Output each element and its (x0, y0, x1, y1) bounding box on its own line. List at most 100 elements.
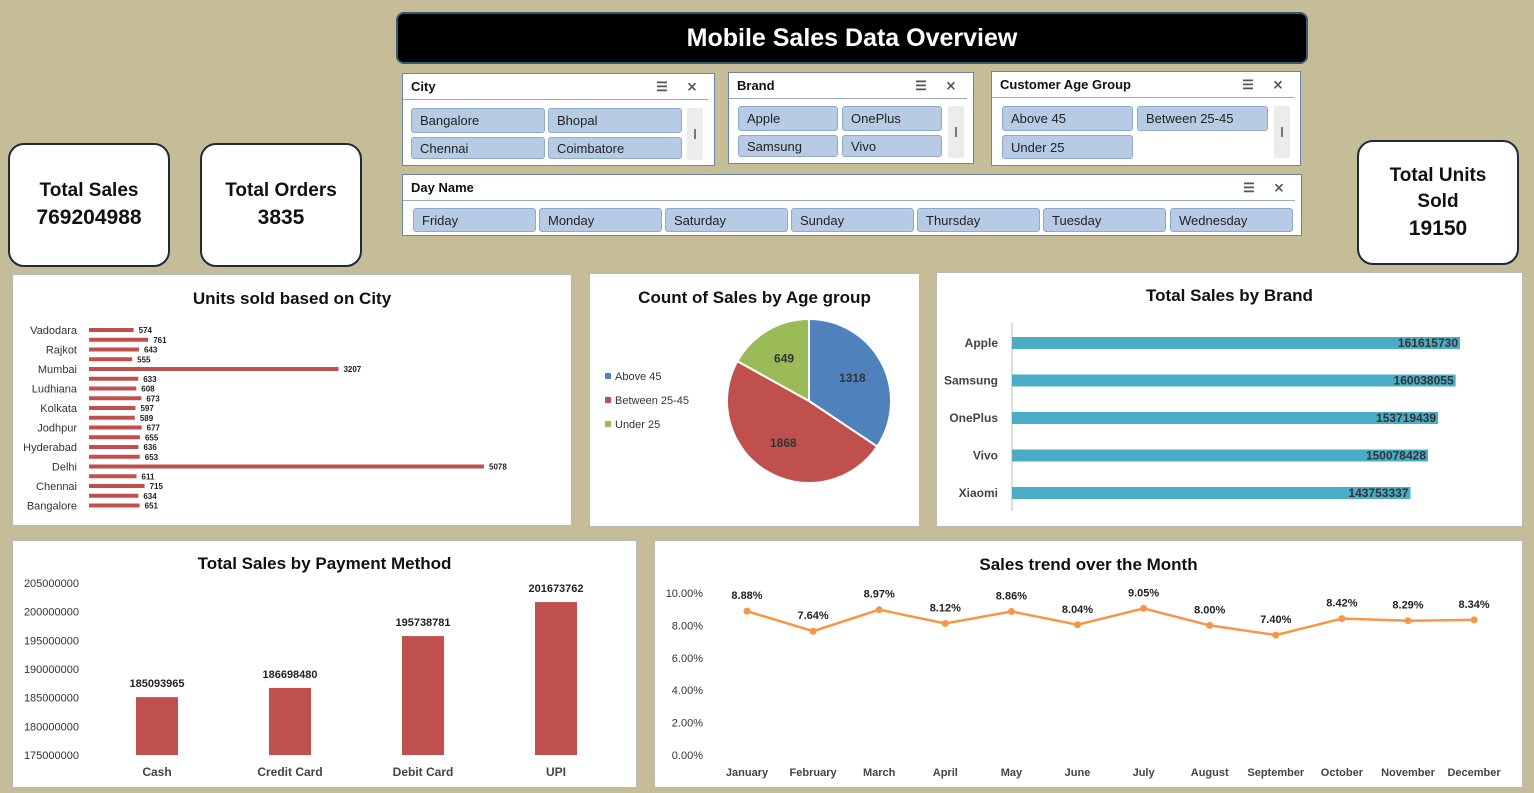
slicer-item-saturday[interactable]: Saturday (665, 208, 788, 232)
day-slicer-header: Day Name ☰ ⨯ (403, 175, 1295, 201)
city-bar (89, 484, 145, 488)
y-tick-label: 200000000 (24, 607, 79, 619)
trend-data-label: 8.12% (930, 602, 961, 614)
sales-by-brand-chart: Total Sales by Brand 161615730 Apple 16003… (936, 272, 1523, 527)
trend-data-label: 7.40% (1260, 614, 1291, 626)
brand-axis-label: Xiaomi (959, 486, 998, 500)
slicer-item-monday[interactable]: Monday (539, 208, 662, 232)
city-slicer-scrollbar[interactable] (687, 108, 703, 160)
chart-title: Total Sales by Payment Method (197, 554, 452, 573)
x-tick-label: February (790, 767, 838, 779)
clear-filter-icon[interactable]: ⨯ (1273, 179, 1285, 195)
brand-bar (1012, 449, 1429, 462)
city-slicer-header: City ☰ ⨯ (403, 74, 708, 100)
clear-filter-icon[interactable]: ⨯ (1272, 76, 1284, 92)
slicer-item-samsung[interactable]: Samsung (738, 135, 838, 157)
brand-data-label: 160038055 (1394, 374, 1454, 388)
slicer-item-under-25[interactable]: Under 25 (1002, 135, 1133, 159)
y-tick-label: 0.00% (672, 750, 703, 762)
slicer-item-tuesday[interactable]: Tuesday (1043, 208, 1166, 232)
brand-bar (1012, 337, 1460, 349)
city-slicer[interactable]: City ☰ ⨯ Bangalore Bhopal Chennai Coimba… (402, 73, 715, 166)
trend-data-label: 8.04% (1062, 604, 1093, 616)
pie-data-label: 1318 (839, 371, 866, 385)
slicer-item-between-25-45[interactable]: Between 25-45 (1137, 106, 1268, 131)
total-units-value: 19150 (1408, 216, 1468, 240)
clear-filter-icon[interactable]: ⨯ (945, 77, 957, 93)
x-tick-label: December (1447, 767, 1501, 779)
slicer-item-vivo[interactable]: Vivo (842, 135, 942, 157)
multi-select-icon[interactable]: ☰ (915, 77, 927, 93)
brand-bar-chart-svg: 161615730 Apple 160038055 Samsung 153719439 O… (944, 323, 1460, 511)
payment-bar-chart-svg: 175000000 180000000 185000000 190000000 1950… (24, 578, 584, 779)
payment-data-label: 186698480 (262, 669, 317, 681)
pie-slice (726, 359, 879, 484)
brand-data-label: 153719439 (1376, 411, 1436, 425)
city-data-label: 761 (153, 336, 167, 345)
payment-bar (269, 687, 311, 755)
x-tick-label: Debit Card (393, 765, 454, 779)
city-bar (89, 415, 135, 420)
total-sales-card: Total Sales 769204988 (8, 143, 170, 267)
x-tick-label: January (726, 767, 769, 779)
city-bar (89, 435, 140, 440)
age-group-slicer[interactable]: Customer Age Group ☰ ⨯ Above 45 Between … (991, 71, 1301, 166)
city-axis-label: Kolkata (40, 403, 78, 415)
chart-title: Sales trend over the Month (979, 555, 1198, 574)
y-tick-label: 2.00% (672, 718, 703, 730)
clear-filter-icon[interactable]: ⨯ (686, 78, 698, 94)
multi-select-icon[interactable]: ☰ (1243, 179, 1255, 195)
city-data-label: 651 (145, 502, 159, 511)
trend-point (1272, 631, 1280, 639)
slicer-item-friday[interactable]: Friday (413, 208, 536, 232)
day-name-slicer[interactable]: Day Name ☰ ⨯ Friday Monday Saturday Sund… (402, 174, 1302, 236)
trend-data-label: 8.00% (1194, 604, 1225, 616)
x-tick-label: May (1001, 767, 1023, 779)
trend-data-label: 8.86% (996, 590, 1027, 602)
multi-select-icon[interactable]: ☰ (1242, 76, 1254, 92)
trend-data-label: 8.29% (1392, 600, 1423, 612)
x-tick-label: October (1321, 767, 1364, 779)
city-data-label: 715 (150, 482, 164, 491)
multi-select-icon[interactable]: ☰ (656, 78, 668, 94)
brand-bar (1012, 374, 1456, 387)
city-bar (89, 493, 139, 498)
city-bar (89, 386, 137, 391)
slicer-item-bhopal[interactable]: Bhopal (548, 108, 682, 133)
day-slicer-title: Day Name (411, 180, 474, 195)
slicer-item-sunday[interactable]: Sunday (791, 208, 914, 232)
trend-data-label: 8.34% (1458, 599, 1489, 611)
total-orders-value: 3835 (257, 206, 305, 229)
slicer-item-chennai[interactable]: Chennai (411, 137, 545, 159)
city-bar (89, 474, 137, 479)
y-tick-label: 185000000 (24, 693, 79, 705)
chart-title: Count of Sales by Age group (638, 288, 871, 307)
total-sales-value: 769204988 (36, 206, 142, 229)
trend-data-label: 8.97% (864, 589, 895, 601)
slicer-item-above-45[interactable]: Above 45 (1002, 106, 1133, 131)
city-axis-label: Bangalore (27, 501, 77, 513)
slicer-item-bangalore[interactable]: Bangalore (411, 108, 545, 133)
city-bar (89, 454, 140, 459)
x-tick-label: UPI (546, 765, 566, 779)
slicer-item-thursday[interactable]: Thursday (917, 208, 1040, 232)
slicer-item-oneplus[interactable]: OnePlus (842, 106, 942, 131)
slicer-item-wednesday[interactable]: Wednesday (1170, 208, 1293, 232)
y-tick-label: 4.00% (672, 685, 703, 697)
city-bar (89, 357, 133, 362)
city-axis-label: Hyderabad (23, 442, 77, 454)
city-bar (89, 328, 134, 332)
slicer-item-apple[interactable]: Apple (738, 106, 838, 131)
age-slicer-scrollbar[interactable] (1274, 106, 1290, 158)
brand-slicer-scrollbar[interactable] (948, 106, 964, 158)
city-data-label: 555 (137, 355, 151, 364)
brand-slicer[interactable]: Brand ☰ ⨯ Apple OnePlus Samsung Vivo (728, 72, 974, 164)
payment-bar (402, 636, 444, 755)
age-slicer-header: Customer Age Group ☰ ⨯ (992, 72, 1294, 98)
slicer-item-coimbatore[interactable]: Coimbatore (548, 137, 682, 159)
legend-label: Under 25 (615, 419, 660, 431)
payment-data-label: 185093965 (129, 678, 184, 690)
y-tick-label: 195000000 (24, 635, 79, 647)
brand-data-label: 161615730 (1398, 336, 1458, 350)
